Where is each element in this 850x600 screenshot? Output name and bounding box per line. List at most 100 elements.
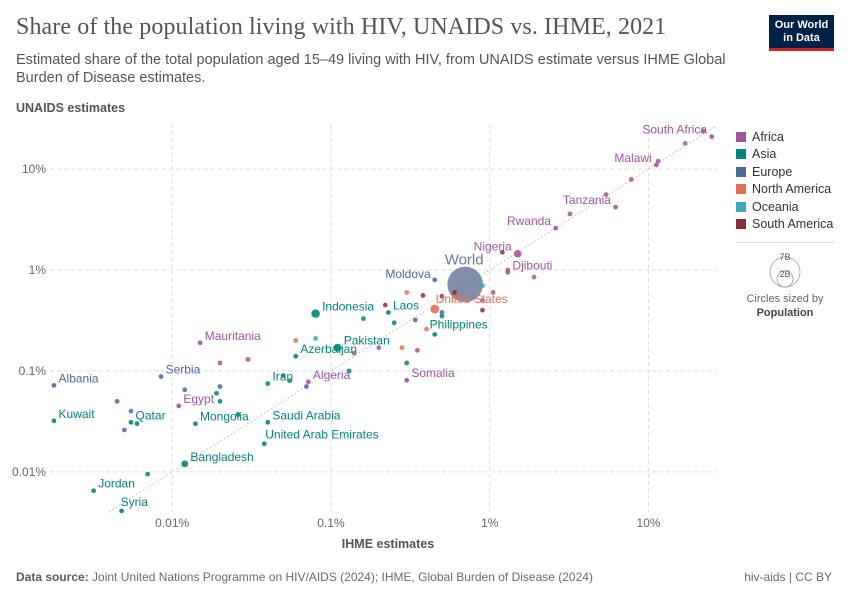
data-point [655,158,661,164]
data-point [261,440,268,447]
data-point [452,293,457,299]
point-label: Djibouti [512,258,552,272]
legend-item-south-america[interactable]: South America [736,216,833,234]
data-point [391,320,397,326]
data-point [121,427,127,433]
data-point [424,326,429,332]
point-label: Syria [121,495,149,509]
legend-swatch [736,184,746,195]
data-point [404,360,410,366]
point-label: Jordan [98,477,135,491]
data-point [431,331,438,338]
data-point [51,382,57,389]
data-point [118,508,125,514]
legend-divider [736,242,834,243]
data-point [412,317,418,323]
point-label: Malawi [614,151,651,165]
legend-swatch [736,149,746,160]
size-label-large: 7B [779,252,790,262]
data-point [382,302,388,308]
data-point [452,290,457,295]
chart-subtitle: Estimated share of the total population … [16,52,726,86]
x-tick-label: 10% [636,516,660,530]
point-label: Iran [272,370,293,384]
legend-item-europe[interactable]: Europe [736,163,833,181]
data-point [414,347,420,353]
data-point [531,274,537,280]
point-label: Egypt [183,392,214,406]
data-point [480,307,485,313]
data-point [708,133,715,140]
y-axis-title: UNAIDS estimates [16,101,126,115]
data-point [51,418,57,424]
legend-label: North America [752,182,832,197]
data-point [310,308,321,319]
data-point [399,345,405,351]
footer-source-text: Joint United Nations Programme on HIV/AI… [92,570,593,584]
x-axis-title: IHME estimates [341,537,435,551]
size-caption-2: Population [756,307,814,319]
data-point [385,309,392,316]
point-label: Moldova [385,267,431,281]
legend-label: Africa [752,129,784,144]
point-label: Azerbaijan [300,342,357,356]
data-point [480,298,485,303]
data-point [217,384,223,389]
legend-item-oceania[interactable]: Oceania [736,198,833,216]
data-point [480,283,485,289]
legend-label: Europe [752,164,793,179]
data-point [360,316,366,322]
x-tick-label: 0.01% [155,516,189,530]
data-point [628,177,634,182]
legend-swatch [736,201,746,212]
data-point [217,398,223,404]
point-label: Kuwait [59,407,96,421]
point-label: Mauritania [205,329,261,343]
data-point [128,408,134,414]
data-point [264,419,271,426]
data-point [346,368,352,374]
data-point [175,403,182,409]
size-legend: 7B 2B Circles sized by Population [736,248,834,320]
data-point [439,293,445,299]
y-tick-label: 0.1% [19,364,47,378]
data-point [245,357,251,362]
legend-item-asia[interactable]: Asia [736,146,833,164]
legend-item-africa[interactable]: Africa [736,128,833,146]
legend-item-north-america[interactable]: North America [736,181,833,199]
size-caption-1: Circles sized by [746,293,824,305]
data-point [264,380,271,387]
footer-license[interactable]: hiv-aids | CC BY [744,570,832,584]
legend-label: South America [752,217,834,232]
footer-source-label: Data source: [16,570,89,584]
size-legend-circles: 7B 2B [769,252,801,288]
data-point [217,360,223,366]
owid-logo[interactable]: Our World in Data [769,15,834,51]
data-point [134,421,140,427]
axis-ticks: 0.01% 0.01% 0.1% 0.1% 1% 1% 10% 10% [12,162,661,530]
data-point [513,249,522,258]
data-point [603,192,609,197]
data-point [499,249,505,255]
reference-line [108,125,718,513]
data-point [313,336,318,341]
y-tick-label: 0.01% [12,465,46,479]
legend-swatch [736,219,746,230]
data-point [197,339,203,346]
point-label: South Africa [642,123,707,137]
point-label: Rwanda [507,214,551,228]
data-point [305,378,312,385]
data-point [490,290,496,295]
point-label: Saudi Arabia [272,408,340,422]
point-label: Nigeria [474,240,512,254]
point-label: World [445,251,484,268]
point-label: Somalia [411,366,455,380]
point-label: Albania [59,371,99,385]
y-tick-label: 1% [29,263,47,277]
data-point [280,373,286,378]
y-tick-label: 10% [22,162,46,176]
x-tick-label: 1% [481,516,499,530]
point-label: Mongolia [200,410,249,424]
data-point [431,276,438,283]
